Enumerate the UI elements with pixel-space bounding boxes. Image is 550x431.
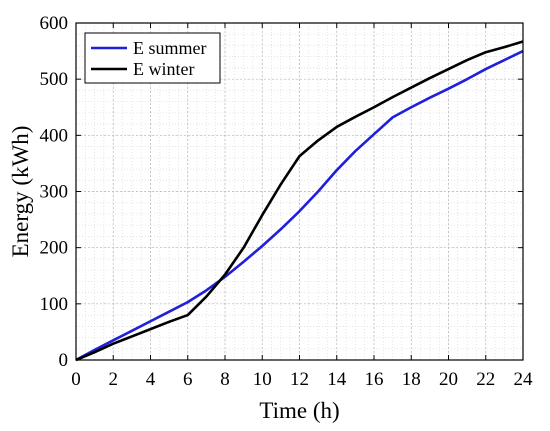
legend-box (84, 32, 221, 84)
x-tick-label: 22 (476, 369, 495, 390)
y-tick-label: 500 (40, 69, 69, 90)
series-line-1 (75, 49, 524, 362)
x-tick-label: 8 (220, 369, 230, 390)
y-tick-label: 0 (59, 350, 69, 371)
x-tick-label: 4 (146, 369, 156, 390)
x-axis-label: Time (h) (259, 398, 339, 423)
y-tick-label: 200 (40, 238, 69, 259)
x-tick-label: 0 (71, 369, 81, 390)
x-tick-label: 24 (514, 369, 534, 390)
legend-label-1: E summer (133, 38, 207, 58)
legend-label-2: E winter (133, 59, 194, 79)
y-tick-label: 400 (40, 125, 69, 146)
series-lines (75, 40, 524, 362)
y-tick-label: 100 (40, 294, 69, 315)
y-tick-label: 600 (40, 13, 69, 34)
x-tick-label: 20 (439, 369, 458, 390)
y-tick-label: 300 (40, 182, 69, 203)
x-tick-label: 2 (109, 369, 119, 390)
series-line-2 (75, 40, 524, 362)
x-tick-label: 10 (253, 369, 272, 390)
x-tick-label: 18 (402, 369, 421, 390)
x-tick-label: 6 (183, 369, 193, 390)
x-tick-label: 12 (290, 369, 309, 390)
x-tick-label: 14 (327, 369, 347, 390)
y-axis-label: Energy (kWh) (8, 126, 33, 258)
x-tick-label: 16 (365, 369, 384, 390)
